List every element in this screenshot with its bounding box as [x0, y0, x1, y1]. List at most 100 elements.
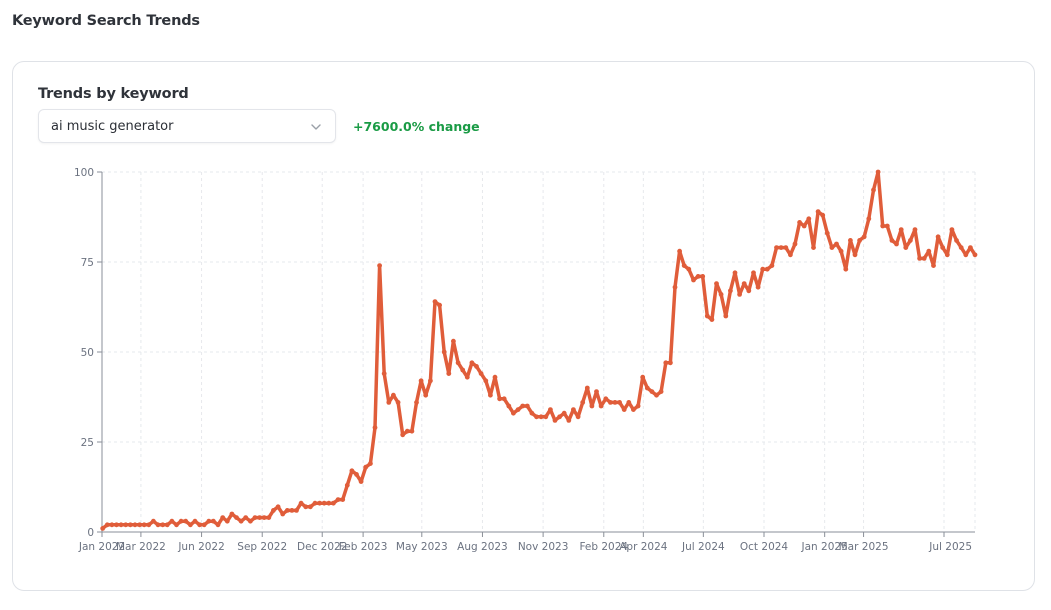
- data-point: [492, 374, 498, 380]
- data-point: [580, 400, 586, 405]
- data-point: [381, 371, 387, 376]
- data-point: [174, 522, 179, 528]
- data-point: [178, 518, 184, 524]
- data-point: [271, 508, 276, 513]
- data-point: [248, 518, 253, 524]
- data-point: [921, 256, 927, 261]
- data-point: [566, 418, 572, 423]
- data-point: [820, 212, 826, 218]
- data-point: [824, 230, 830, 236]
- data-point: [243, 515, 249, 520]
- data-point: [446, 371, 452, 376]
- data-point: [626, 400, 632, 405]
- data-point: [132, 522, 138, 528]
- data-point: [672, 284, 678, 290]
- data-point: [497, 396, 502, 402]
- keyword-select[interactable]: ai music generator: [38, 109, 336, 143]
- data-point: [141, 522, 147, 528]
- series-line: [100, 170, 977, 531]
- data-point: [418, 378, 424, 384]
- data-point: [935, 234, 941, 240]
- data-point: [303, 504, 309, 510]
- data-point: [778, 245, 784, 251]
- data-point: [224, 518, 230, 524]
- data-point: [589, 403, 595, 409]
- data-point: [127, 522, 133, 528]
- data-point: [571, 407, 576, 412]
- data-point: [344, 482, 350, 488]
- x-tick-label: Mar 2022: [116, 541, 166, 553]
- data-point: [658, 389, 664, 394]
- data-point: [594, 389, 599, 394]
- y-tick-label: 0: [87, 527, 94, 539]
- data-point: [414, 400, 419, 405]
- data-point: [764, 266, 770, 272]
- data-point: [423, 392, 429, 398]
- data-point: [871, 187, 876, 193]
- data-point: [331, 500, 336, 506]
- data-point: [289, 508, 295, 513]
- data-point: [631, 407, 636, 412]
- data-point: [206, 518, 212, 524]
- data-point: [884, 223, 890, 229]
- x-tick-label: Apr 2024: [619, 541, 668, 553]
- data-point: [861, 234, 867, 240]
- data-point: [160, 522, 166, 528]
- data-point: [114, 522, 119, 528]
- data-point: [118, 522, 124, 528]
- data-point: [146, 522, 152, 528]
- data-point: [275, 504, 281, 510]
- data-point: [700, 274, 706, 279]
- data-point: [169, 518, 175, 524]
- data-point: [428, 378, 433, 384]
- data-point: [603, 396, 609, 402]
- data-point: [215, 522, 221, 528]
- data-point: [524, 403, 530, 409]
- data-point: [663, 360, 669, 366]
- data-point: [783, 245, 789, 251]
- data-point: [681, 263, 687, 268]
- data-point: [548, 407, 553, 412]
- x-tick-label: Jan 2025: [801, 541, 848, 553]
- data-point: [335, 497, 341, 502]
- data-point: [506, 403, 512, 409]
- data-point: [391, 392, 396, 398]
- data-point: [640, 374, 646, 380]
- data-point: [432, 299, 438, 304]
- data-point: [728, 288, 733, 294]
- data-point: [280, 511, 286, 517]
- data-point: [164, 522, 170, 528]
- data-point: [308, 504, 313, 510]
- data-point: [598, 403, 604, 409]
- data-point: [515, 407, 521, 412]
- data-point: [760, 266, 766, 272]
- data-point: [478, 371, 484, 376]
- data-point: [741, 281, 747, 286]
- data-point: [395, 400, 401, 405]
- data-point: [958, 245, 964, 251]
- data-point: [963, 252, 969, 258]
- data-point: [321, 500, 327, 506]
- data-point: [949, 227, 955, 233]
- x-tick-label: Jun 2022: [177, 541, 224, 553]
- data-point: [104, 522, 110, 528]
- data-point: [464, 374, 470, 380]
- data-point: [714, 281, 719, 286]
- data-point: [815, 209, 821, 215]
- data-point: [488, 392, 493, 398]
- y-tick-label: 100: [74, 167, 94, 179]
- y-tick-label: 25: [81, 437, 94, 449]
- data-point: [806, 216, 812, 222]
- data-point: [451, 338, 456, 344]
- data-point: [834, 241, 839, 247]
- data-point: [848, 238, 853, 243]
- data-point: [751, 270, 756, 276]
- data-point: [940, 245, 946, 251]
- data-point: [838, 248, 844, 254]
- data-point: [691, 277, 696, 283]
- data-point: [469, 360, 475, 366]
- y-tick-label: 50: [81, 347, 94, 359]
- data-point: [220, 515, 226, 520]
- data-point: [875, 169, 881, 175]
